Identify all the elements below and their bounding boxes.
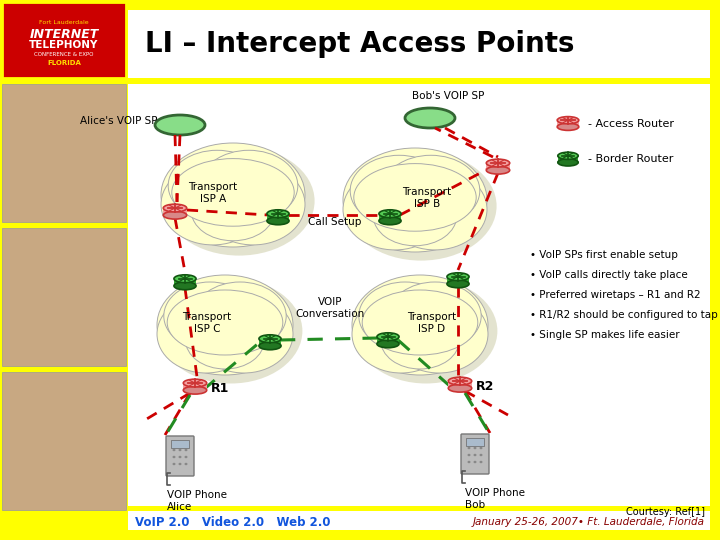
Ellipse shape — [200, 150, 298, 221]
Ellipse shape — [447, 280, 469, 288]
Ellipse shape — [167, 290, 283, 355]
Text: TELEPHONY: TELEPHONY — [30, 40, 99, 50]
Text: INTERNET: INTERNET — [30, 28, 99, 41]
Ellipse shape — [157, 295, 255, 373]
FancyBboxPatch shape — [447, 276, 469, 284]
FancyBboxPatch shape — [166, 436, 194, 476]
FancyBboxPatch shape — [0, 530, 720, 540]
FancyBboxPatch shape — [2, 2, 126, 78]
Text: • R1/R2 should be configured to tap: • R1/R2 should be configured to tap — [530, 310, 718, 320]
Ellipse shape — [161, 143, 305, 247]
FancyBboxPatch shape — [2, 372, 126, 510]
Text: • VoIP calls directly take place: • VoIP calls directly take place — [530, 270, 688, 280]
Ellipse shape — [184, 386, 207, 394]
Text: Transport
ISP A: Transport ISP A — [189, 182, 238, 204]
Text: - Access Router: - Access Router — [588, 119, 674, 129]
Text: R1: R1 — [211, 382, 230, 395]
Ellipse shape — [390, 295, 488, 373]
Ellipse shape — [346, 151, 497, 261]
Ellipse shape — [163, 282, 256, 350]
Ellipse shape — [267, 217, 289, 225]
Ellipse shape — [184, 456, 187, 458]
FancyBboxPatch shape — [486, 163, 510, 170]
FancyBboxPatch shape — [710, 0, 720, 540]
Text: VoIP 2.0   Video 2.0   Web 2.0: VoIP 2.0 Video 2.0 Web 2.0 — [135, 516, 330, 529]
Text: January 25-26, 2007• Ft. Lauderdale, Florida: January 25-26, 2007• Ft. Lauderdale, Flo… — [473, 517, 705, 527]
Ellipse shape — [474, 454, 477, 456]
FancyBboxPatch shape — [461, 434, 489, 474]
Ellipse shape — [557, 123, 579, 130]
Text: - Border Router: - Border Router — [588, 154, 673, 164]
Ellipse shape — [352, 275, 488, 375]
Text: • VoIP SPs first enable setup: • VoIP SPs first enable setup — [530, 250, 678, 260]
Ellipse shape — [184, 463, 187, 465]
Ellipse shape — [179, 463, 181, 465]
Ellipse shape — [161, 164, 265, 245]
Text: • Preferred wiretaps – R1 and R2: • Preferred wiretaps – R1 and R2 — [530, 290, 701, 300]
FancyBboxPatch shape — [128, 78, 710, 84]
Ellipse shape — [267, 210, 289, 218]
Ellipse shape — [377, 333, 399, 341]
Ellipse shape — [174, 282, 196, 290]
Ellipse shape — [174, 275, 196, 282]
Ellipse shape — [558, 159, 578, 166]
Text: Bob's VOIP SP: Bob's VOIP SP — [412, 91, 485, 101]
Ellipse shape — [354, 279, 498, 383]
Ellipse shape — [474, 447, 477, 449]
Ellipse shape — [383, 169, 487, 250]
Ellipse shape — [186, 311, 264, 369]
Ellipse shape — [373, 185, 456, 246]
Ellipse shape — [155, 115, 205, 135]
Ellipse shape — [405, 108, 455, 128]
Ellipse shape — [163, 146, 315, 255]
FancyBboxPatch shape — [449, 381, 472, 388]
Ellipse shape — [343, 148, 487, 252]
Ellipse shape — [447, 273, 469, 281]
Ellipse shape — [467, 447, 470, 449]
Ellipse shape — [558, 152, 578, 159]
Ellipse shape — [467, 454, 470, 456]
FancyBboxPatch shape — [557, 120, 579, 127]
Ellipse shape — [173, 463, 176, 465]
Ellipse shape — [449, 377, 472, 385]
Text: Transport
ISP C: Transport ISP C — [182, 312, 232, 334]
Ellipse shape — [184, 449, 187, 451]
Text: Alice's VOIP SP: Alice's VOIP SP — [81, 116, 158, 126]
Ellipse shape — [362, 290, 478, 355]
Ellipse shape — [379, 217, 401, 225]
Ellipse shape — [163, 211, 186, 219]
Ellipse shape — [163, 204, 186, 212]
Text: Courtesy: Ref[1]: Courtesy: Ref[1] — [626, 507, 705, 517]
Ellipse shape — [179, 449, 181, 451]
Ellipse shape — [389, 282, 481, 350]
Ellipse shape — [557, 117, 579, 124]
Ellipse shape — [179, 456, 181, 458]
Ellipse shape — [359, 282, 451, 350]
Ellipse shape — [480, 447, 482, 449]
FancyBboxPatch shape — [259, 339, 281, 346]
Ellipse shape — [168, 150, 266, 221]
Ellipse shape — [474, 461, 477, 463]
FancyBboxPatch shape — [558, 156, 578, 163]
FancyBboxPatch shape — [128, 506, 710, 511]
Ellipse shape — [486, 159, 510, 167]
FancyBboxPatch shape — [184, 383, 207, 390]
FancyBboxPatch shape — [466, 438, 484, 446]
Ellipse shape — [192, 180, 275, 241]
FancyBboxPatch shape — [2, 228, 126, 366]
FancyBboxPatch shape — [267, 214, 289, 221]
FancyBboxPatch shape — [0, 0, 128, 540]
Ellipse shape — [467, 461, 470, 463]
Ellipse shape — [259, 342, 281, 350]
Ellipse shape — [352, 295, 450, 373]
Text: R2: R2 — [476, 381, 495, 394]
Text: Transport
ISP B: Transport ISP B — [402, 187, 451, 209]
Ellipse shape — [381, 311, 459, 369]
Ellipse shape — [157, 275, 293, 375]
Ellipse shape — [379, 210, 401, 218]
FancyBboxPatch shape — [163, 208, 186, 215]
Ellipse shape — [354, 164, 476, 231]
Text: Fort Lauderdale: Fort Lauderdale — [39, 20, 89, 25]
Text: VOIP Phone
Alice: VOIP Phone Alice — [167, 490, 227, 511]
